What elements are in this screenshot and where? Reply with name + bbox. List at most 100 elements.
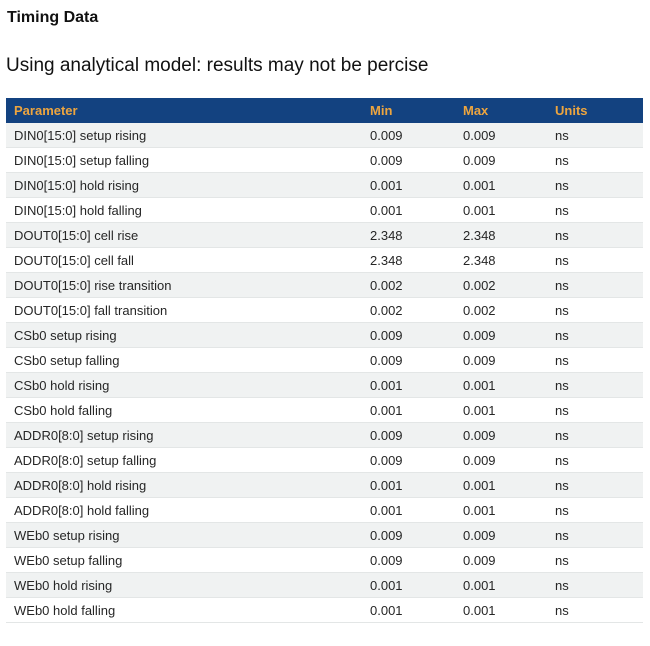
- max-cell: 0.001: [455, 497, 547, 523]
- parameter-cell: DIN0[15:0] hold rising: [6, 172, 362, 198]
- units-cell: ns: [547, 372, 643, 398]
- min-cell: 0.009: [362, 547, 455, 573]
- units-cell: ns: [547, 172, 643, 198]
- min-cell: 0.009: [362, 347, 455, 373]
- table-row: CSb0 setup falling 0.009 0.009 ns: [6, 347, 643, 373]
- table-row: CSb0 setup rising 0.009 0.009 ns: [6, 322, 643, 348]
- parameter-cell: CSb0 setup falling: [6, 347, 362, 373]
- table-row: DOUT0[15:0] cell fall 2.348 2.348 ns: [6, 247, 643, 273]
- max-cell: 0.009: [455, 123, 547, 148]
- table-row: DOUT0[15:0] cell rise 2.348 2.348 ns: [6, 222, 643, 248]
- min-cell: 0.001: [362, 472, 455, 498]
- parameter-cell: DOUT0[15:0] rise transition: [6, 272, 362, 298]
- max-cell: 0.001: [455, 597, 547, 623]
- min-cell: 0.001: [362, 172, 455, 198]
- units-cell: ns: [547, 123, 643, 148]
- max-cell: 0.009: [455, 447, 547, 473]
- parameter-cell: WEb0 setup rising: [6, 522, 362, 548]
- units-cell: ns: [547, 322, 643, 348]
- units-cell: ns: [547, 147, 643, 173]
- min-cell: 0.009: [362, 147, 455, 173]
- max-cell: 2.348: [455, 247, 547, 273]
- parameter-cell: DOUT0[15:0] cell fall: [6, 247, 362, 273]
- table-row: DIN0[15:0] setup falling 0.009 0.009 ns: [6, 147, 643, 173]
- parameter-cell: DIN0[15:0] setup rising: [6, 123, 362, 148]
- parameter-cell: ADDR0[8:0] hold falling: [6, 497, 362, 523]
- min-cell: 0.009: [362, 123, 455, 148]
- min-cell: 0.001: [362, 197, 455, 223]
- column-header-parameter: Parameter: [6, 98, 362, 123]
- units-cell: ns: [547, 522, 643, 548]
- max-cell: 0.009: [455, 347, 547, 373]
- parameter-cell: CSb0 hold rising: [6, 372, 362, 398]
- column-header-units: Units: [547, 98, 643, 123]
- column-header-max: Max: [455, 98, 547, 123]
- table-row: DIN0[15:0] hold rising 0.001 0.001 ns: [6, 172, 643, 198]
- min-cell: 0.009: [362, 522, 455, 548]
- max-cell: 0.001: [455, 572, 547, 598]
- min-cell: 0.001: [362, 597, 455, 623]
- units-cell: ns: [547, 572, 643, 598]
- parameter-cell: DOUT0[15:0] cell rise: [6, 222, 362, 248]
- table-header-row: Parameter Min Max Units: [6, 98, 643, 123]
- table-row: DOUT0[15:0] fall transition 0.002 0.002 ns: [6, 297, 643, 323]
- min-cell: 0.009: [362, 322, 455, 348]
- parameter-cell: DIN0[15:0] setup falling: [6, 147, 362, 173]
- max-cell: 0.001: [455, 172, 547, 198]
- parameter-cell: CSb0 setup rising: [6, 322, 362, 348]
- table-row: WEb0 setup falling 0.009 0.009 ns: [6, 547, 643, 573]
- max-cell: 0.001: [455, 472, 547, 498]
- min-cell: 0.001: [362, 372, 455, 398]
- table-row: ADDR0[8:0] hold falling 0.001 0.001 ns: [6, 497, 643, 523]
- parameter-cell: ADDR0[8:0] setup rising: [6, 422, 362, 448]
- page-title: Timing Data: [7, 9, 99, 26]
- max-cell: 0.001: [455, 372, 547, 398]
- table-row: WEb0 hold falling 0.001 0.001 ns: [6, 597, 643, 623]
- parameter-cell: ADDR0[8:0] setup falling: [6, 447, 362, 473]
- max-cell: 0.009: [455, 422, 547, 448]
- parameter-cell: WEb0 hold rising: [6, 572, 362, 598]
- units-cell: ns: [547, 297, 643, 323]
- max-cell: 0.001: [455, 397, 547, 423]
- table-row: ADDR0[8:0] hold rising 0.001 0.001 ns: [6, 472, 643, 498]
- min-cell: 0.001: [362, 572, 455, 598]
- column-header-min: Min: [362, 98, 455, 123]
- units-cell: ns: [547, 447, 643, 473]
- table-row: ADDR0[8:0] setup falling 0.009 0.009 ns: [6, 447, 643, 473]
- parameter-cell: WEb0 setup falling: [6, 547, 362, 573]
- min-cell: 0.001: [362, 397, 455, 423]
- table-row: WEb0 hold rising 0.001 0.001 ns: [6, 572, 643, 598]
- units-cell: ns: [547, 272, 643, 298]
- parameter-cell: DOUT0[15:0] fall transition: [6, 297, 362, 323]
- units-cell: ns: [547, 397, 643, 423]
- max-cell: 0.009: [455, 147, 547, 173]
- min-cell: 0.001: [362, 497, 455, 523]
- min-cell: 0.002: [362, 272, 455, 298]
- max-cell: 0.009: [455, 547, 547, 573]
- min-cell: 2.348: [362, 222, 455, 248]
- units-cell: ns: [547, 597, 643, 623]
- parameter-cell: WEb0 hold falling: [6, 597, 362, 623]
- units-cell: ns: [547, 197, 643, 223]
- max-cell: 0.009: [455, 522, 547, 548]
- units-cell: ns: [547, 422, 643, 448]
- table-row: WEb0 setup rising 0.009 0.009 ns: [6, 522, 643, 548]
- table-body: DIN0[15:0] setup rising 0.009 0.009 ns DIN0[…: [6, 123, 643, 623]
- max-cell: 2.348: [455, 222, 547, 248]
- table-row: DIN0[15:0] hold falling 0.001 0.001 ns: [6, 197, 643, 223]
- min-cell: 2.348: [362, 247, 455, 273]
- table-row: CSb0 hold rising 0.001 0.001 ns: [6, 372, 643, 398]
- table-row: DIN0[15:0] setup rising 0.009 0.009 ns: [6, 123, 643, 148]
- units-cell: ns: [547, 497, 643, 523]
- max-cell: 0.002: [455, 297, 547, 323]
- min-cell: 0.002: [362, 297, 455, 323]
- max-cell: 0.002: [455, 272, 547, 298]
- parameter-cell: CSb0 hold falling: [6, 397, 362, 423]
- timing-data-table: Parameter Min Max Units DIN0[15:0] setup…: [6, 98, 643, 623]
- units-cell: ns: [547, 347, 643, 373]
- max-cell: 0.009: [455, 322, 547, 348]
- table-row: DOUT0[15:0] rise transition 0.002 0.002 ns: [6, 272, 643, 298]
- units-cell: ns: [547, 222, 643, 248]
- units-cell: ns: [547, 547, 643, 573]
